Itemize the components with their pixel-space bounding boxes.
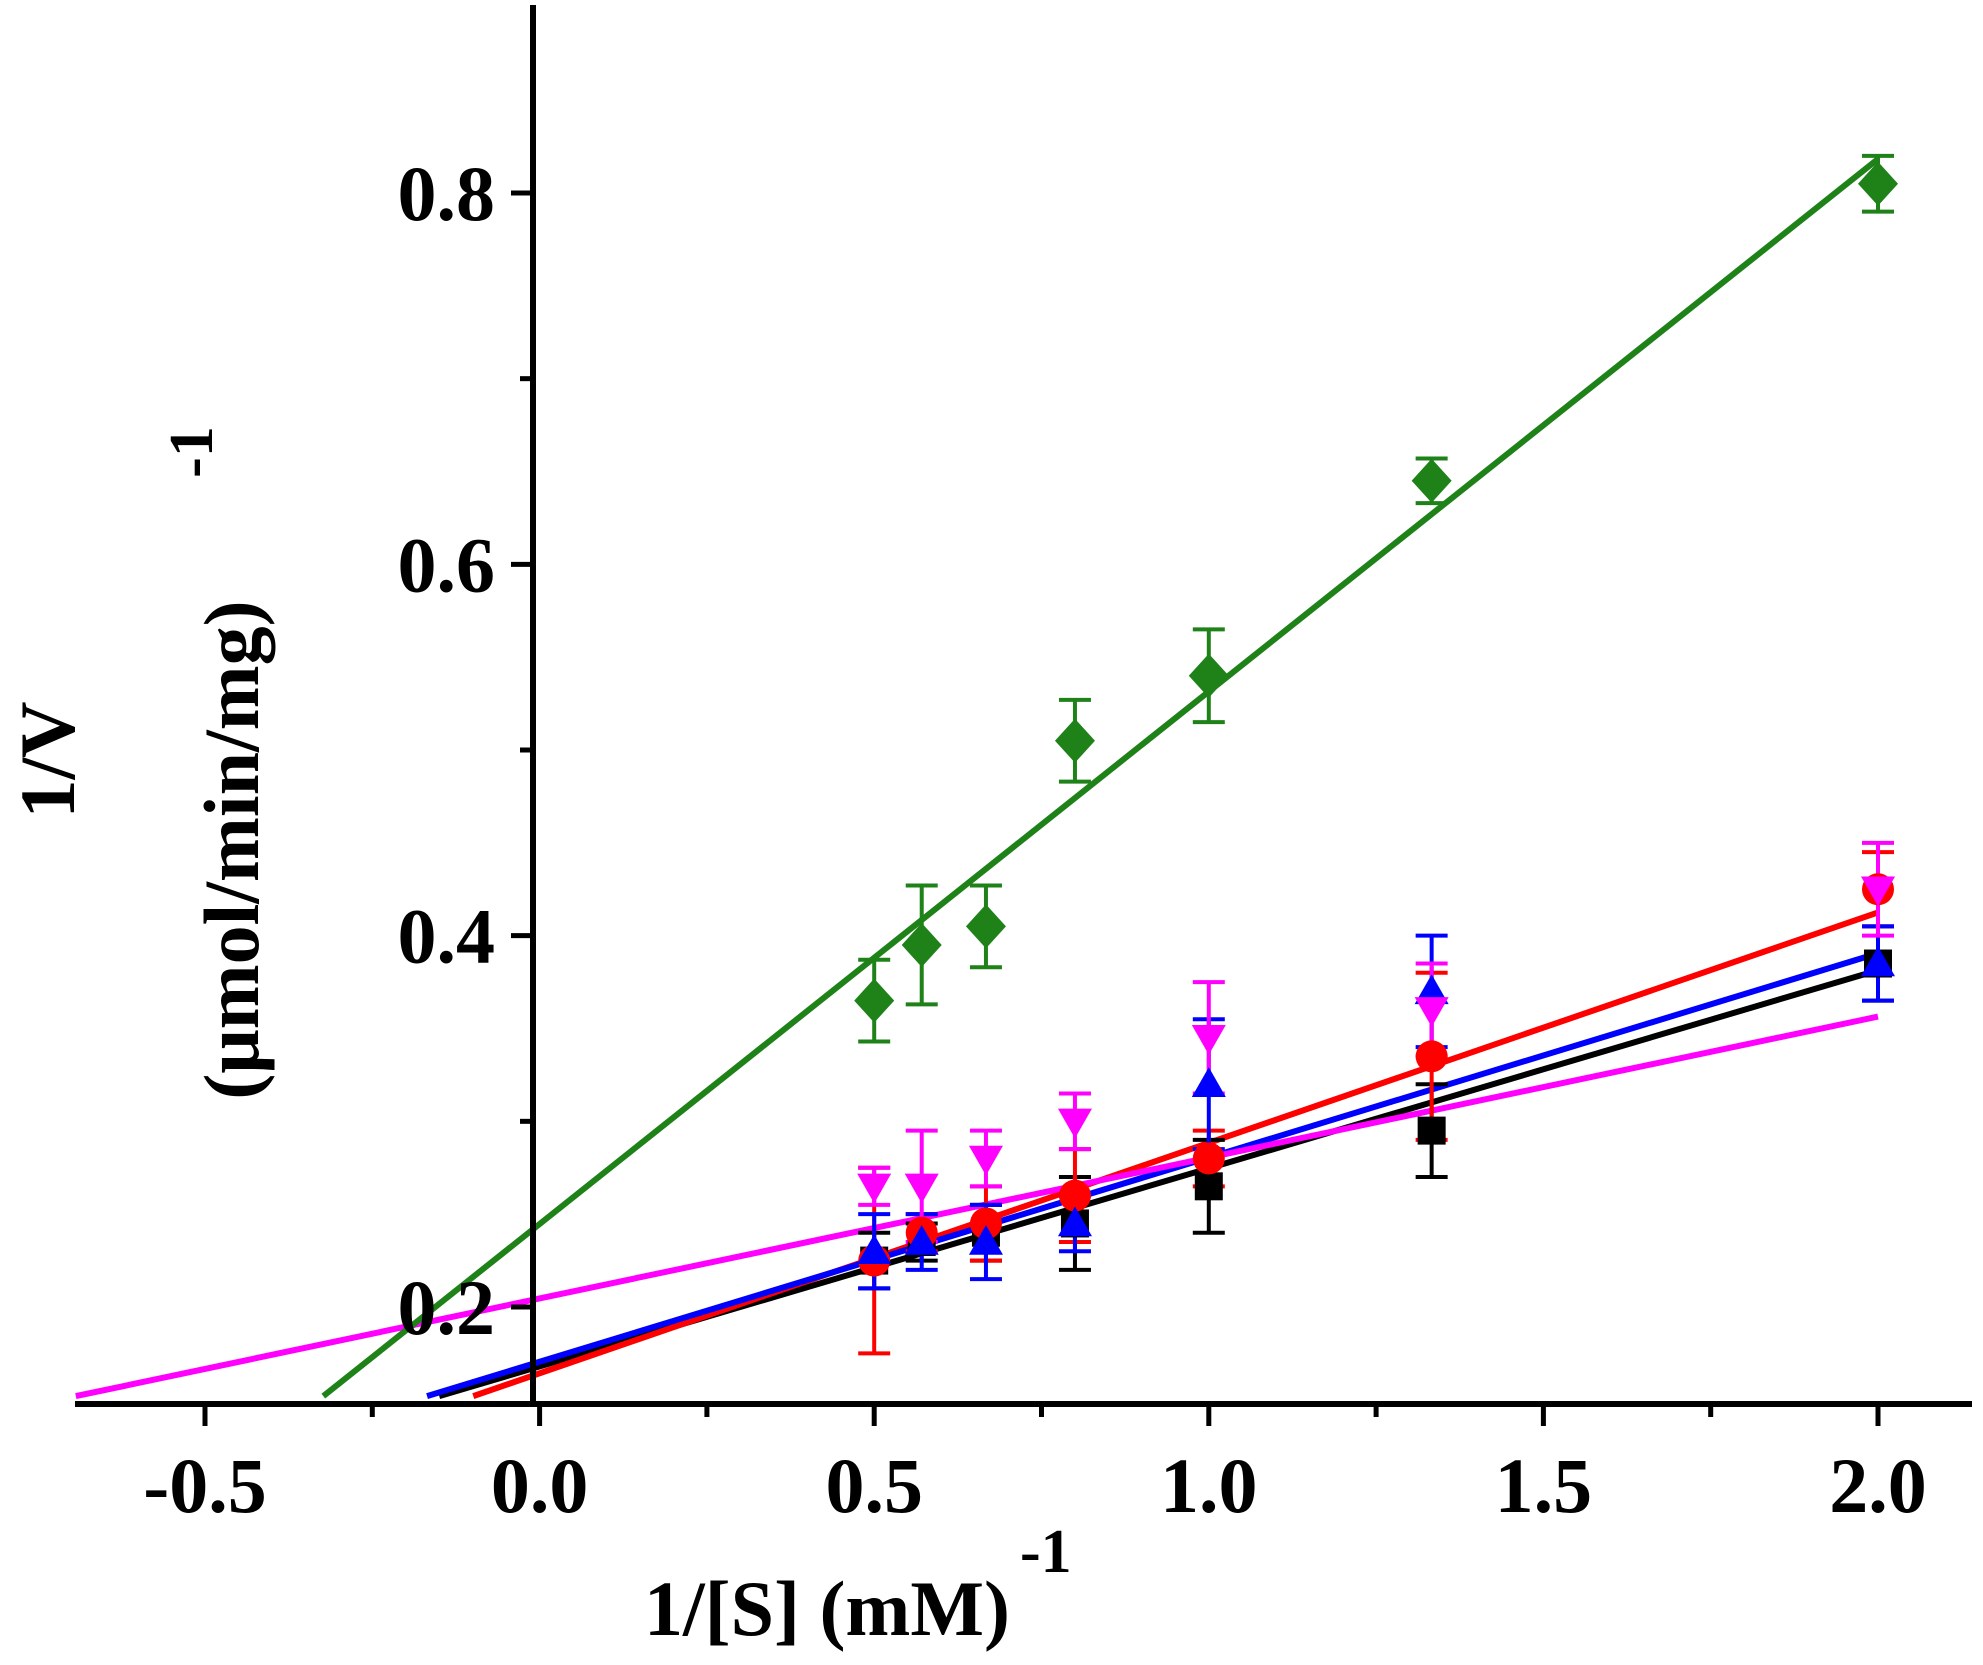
data-point-blue — [1191, 1067, 1226, 1097]
data-point-green — [854, 978, 895, 1023]
fit-line-blue — [426, 950, 1879, 1399]
x-tick-label: -0.5 — [143, 1442, 266, 1529]
y-axis-title: 1/V (μmol/min/mg) -1 — [4, 426, 275, 1099]
error-bars — [858, 153, 1894, 1356]
y-axis-title-line2: (μmol/min/mg) — [188, 600, 275, 1099]
data-point-magenta — [968, 1145, 1003, 1176]
fit-line-green — [321, 156, 1880, 1399]
x-tick-label: 1.5 — [1495, 1442, 1593, 1529]
x-axis-title: 1/[S] (mM) -1 — [644, 1518, 1072, 1652]
data-point-blue — [857, 1234, 892, 1265]
y-tick-label: 0.6 — [398, 521, 496, 608]
data-point-magenta — [1861, 876, 1895, 907]
data-point-red — [969, 1207, 1002, 1240]
y-tick-label: 0.4 — [398, 893, 496, 980]
x-tick-label: 2.0 — [1829, 1442, 1927, 1529]
data-markers — [854, 161, 1898, 1277]
axis-labels: -0.5 0.0 0.5 1.0 1.5 2.0 0.2 0.4 0.6 0.8 — [143, 150, 1926, 1529]
data-point-magenta — [1057, 1108, 1092, 1139]
x-tick-label: 0.5 — [825, 1442, 923, 1529]
fit-lines — [75, 156, 1880, 1400]
data-point-black — [1194, 1172, 1223, 1201]
y-axis-title-superscript: -1 — [158, 426, 226, 478]
data-point-blue — [1414, 974, 1449, 1005]
data-point-magenta — [857, 1173, 892, 1204]
data-point-magenta — [1191, 1025, 1226, 1055]
data-point-magenta — [1414, 997, 1449, 1027]
x-axis-title-superscript: -1 — [1020, 1518, 1072, 1586]
x-tick-label: 1.0 — [1160, 1442, 1258, 1529]
y-axis-title-line1: 1/V — [4, 702, 91, 819]
data-point-green — [1411, 458, 1452, 503]
data-point-red — [1058, 1179, 1091, 1212]
data-point-green — [901, 922, 942, 967]
fit-line-red — [472, 909, 1879, 1399]
data-point-magenta — [904, 1173, 939, 1204]
x-axis-title-text: 1/[S] (mM) — [644, 1565, 1010, 1652]
data-point-green — [1054, 718, 1095, 763]
data-point-blue — [904, 1225, 939, 1255]
y-tick-label: 0.2 — [398, 1264, 496, 1351]
data-point-black — [1417, 1116, 1446, 1145]
data-point-red — [1192, 1142, 1225, 1175]
data-point-red — [1415, 1040, 1448, 1073]
x-tick-label: 0.0 — [491, 1442, 589, 1529]
data-point-blue — [1057, 1206, 1092, 1237]
axes — [75, 5, 1972, 1426]
data-point-blue — [968, 1225, 1003, 1255]
data-point-blue — [1861, 946, 1895, 977]
data-point-green — [1188, 653, 1229, 698]
data-point-green — [965, 904, 1006, 949]
y-tick-label: 0.8 — [398, 150, 496, 237]
data-point-green — [1858, 161, 1898, 206]
